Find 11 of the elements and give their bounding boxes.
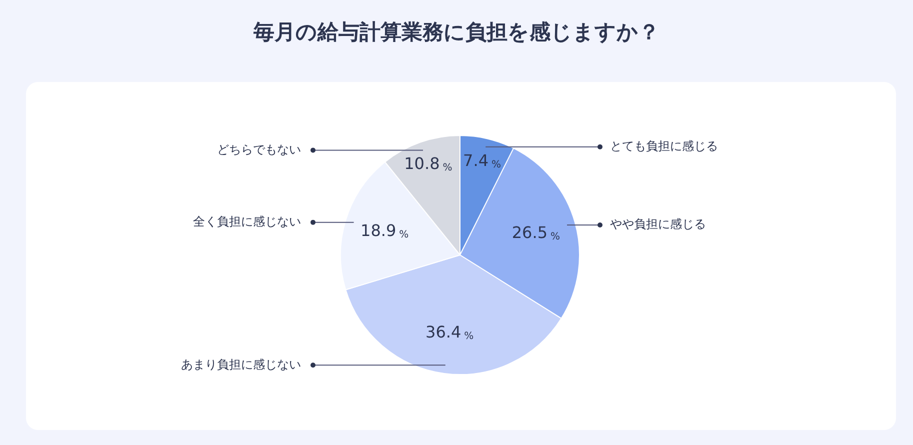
slice-label: あまり負担に感じない xyxy=(181,357,301,372)
data-label: 18.9% xyxy=(360,220,409,240)
data-label: 36.4% xyxy=(426,322,474,342)
slice-label: どちらでもない xyxy=(217,142,301,156)
slice-label: 全く負担に感じない xyxy=(193,214,301,228)
data-label: 26.5% xyxy=(512,222,560,242)
slice-label: とても負担に感じる xyxy=(610,138,718,153)
data-label: 10.8% xyxy=(404,154,452,174)
slice-label: やや負担に感じる xyxy=(610,217,706,232)
chart-title: 毎月の給与計算業務に負担を感じますか？ xyxy=(252,19,660,46)
data-label: 7.4% xyxy=(463,151,502,171)
